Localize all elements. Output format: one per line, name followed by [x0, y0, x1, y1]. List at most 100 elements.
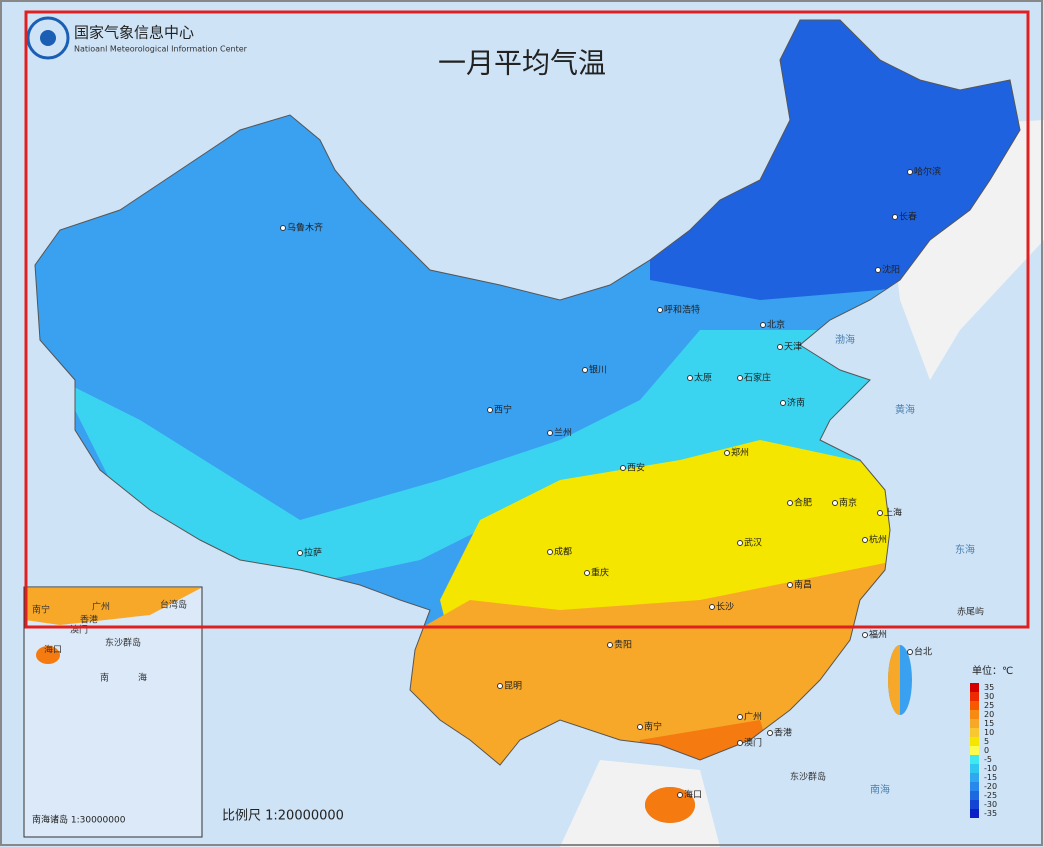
inset-frame	[23, 586, 203, 838]
legend-swatch	[970, 737, 979, 746]
city-label: 合肥	[794, 497, 812, 509]
legend-label: 15	[984, 719, 994, 728]
island-label: 东沙群岛	[790, 771, 826, 783]
legend-title: 单位：℃	[972, 664, 1013, 677]
city-label: 天津	[784, 342, 802, 353]
city-label: 香港	[774, 727, 792, 739]
zone-cool	[60, 330, 900, 590]
city-dot	[724, 450, 730, 456]
inset-hainan	[36, 646, 60, 664]
city-label: 广州	[744, 711, 762, 723]
logo-subtitle: Natioanl Meteorological Information Cent…	[74, 45, 248, 54]
city-label: 兰州	[554, 427, 572, 439]
inset-label: 广州	[92, 601, 110, 613]
city-dot	[637, 724, 643, 730]
city-dot	[584, 570, 590, 576]
city-dot	[877, 510, 883, 516]
scale: 比例尺 1:20000000	[222, 809, 344, 824]
city-dot	[767, 730, 773, 736]
city-label: 哈尔滨	[914, 166, 941, 178]
city-label: 杭州	[869, 534, 887, 546]
city-dot	[875, 267, 881, 273]
city-label: 乌鲁木齐	[287, 222, 323, 234]
city-dot	[687, 375, 693, 381]
legend-label: 0	[984, 746, 989, 755]
legend-label: -35	[984, 809, 997, 818]
city-label: 成都	[554, 546, 572, 558]
sea-label: 渤海	[835, 333, 855, 346]
city-dot	[787, 500, 793, 506]
legend-swatch	[970, 710, 979, 719]
legend-swatch	[970, 782, 979, 791]
map-title: 一月平均气温	[438, 47, 606, 79]
city-dot	[907, 169, 913, 175]
inset-scale: 南海诸岛 1:30000000	[32, 814, 126, 826]
city-label: 长春	[899, 211, 917, 223]
legend-label: -15	[984, 773, 997, 782]
legend-label: 30	[984, 692, 994, 701]
inset-label: 南宁	[32, 604, 50, 616]
legend-label: 20	[984, 710, 994, 719]
city-dot	[657, 307, 663, 313]
city-label: 南京	[839, 497, 857, 509]
island-label: 赤尾屿	[957, 607, 984, 618]
city-label: 郑州	[731, 447, 749, 459]
city-dot	[487, 407, 493, 413]
city-dot	[547, 430, 553, 436]
city-dot	[737, 375, 743, 381]
city-dot	[737, 740, 743, 746]
inset-label: 台湾岛	[160, 599, 187, 611]
city-dot	[607, 642, 613, 648]
city-dot	[862, 632, 868, 638]
city-dot	[780, 400, 786, 406]
city-label: 台北	[914, 646, 932, 658]
city-label: 西宁	[494, 404, 512, 416]
legend-label: -10	[984, 764, 997, 773]
logo-icon	[26, 16, 70, 60]
legend-swatch	[970, 755, 979, 764]
legend-swatch	[970, 764, 979, 773]
legend-swatch	[970, 692, 979, 701]
highlight-box	[24, 10, 1030, 629]
legend-label: -30	[984, 800, 997, 809]
city-dot	[862, 537, 868, 543]
city-dot	[709, 604, 715, 610]
sea-label: 黄海	[895, 403, 915, 416]
city-dot	[497, 683, 503, 689]
legend-swatch	[970, 773, 979, 782]
city-label: 上海	[884, 507, 902, 519]
city-dot	[777, 344, 783, 350]
city-label: 澳门	[744, 737, 762, 749]
city-dot	[737, 714, 743, 720]
city-label: 西安	[627, 462, 645, 474]
inset-label: 南	[100, 672, 109, 684]
city-label: 海口	[684, 789, 702, 801]
logo-title: 国家气象信息中心	[74, 24, 194, 42]
city-label: 南昌	[794, 579, 812, 591]
city-label: 石家庄	[744, 372, 771, 384]
logo-icon	[40, 30, 56, 46]
city-dot	[582, 367, 588, 373]
neighbor-land	[560, 760, 720, 847]
city-dot	[760, 322, 766, 328]
legend-swatch	[970, 683, 979, 692]
city-label: 贵阳	[614, 639, 632, 651]
border	[34, 19, 1021, 766]
city-dot	[620, 465, 626, 471]
inset-label: 香港	[80, 614, 98, 626]
city-label: 昆明	[504, 681, 522, 692]
legend-swatch	[970, 746, 979, 755]
city-dot	[892, 214, 898, 220]
legend-swatch	[970, 701, 979, 710]
inset-label: 海口	[44, 644, 62, 656]
city-label: 银川	[589, 364, 607, 376]
city-dot	[737, 540, 743, 546]
city-dot	[787, 582, 793, 588]
legend-label: -25	[984, 791, 997, 800]
inset-label: 海	[138, 672, 147, 684]
sea-label: 南海	[870, 783, 890, 796]
city-label: 长沙	[716, 601, 734, 613]
legend-swatch	[970, 719, 979, 728]
